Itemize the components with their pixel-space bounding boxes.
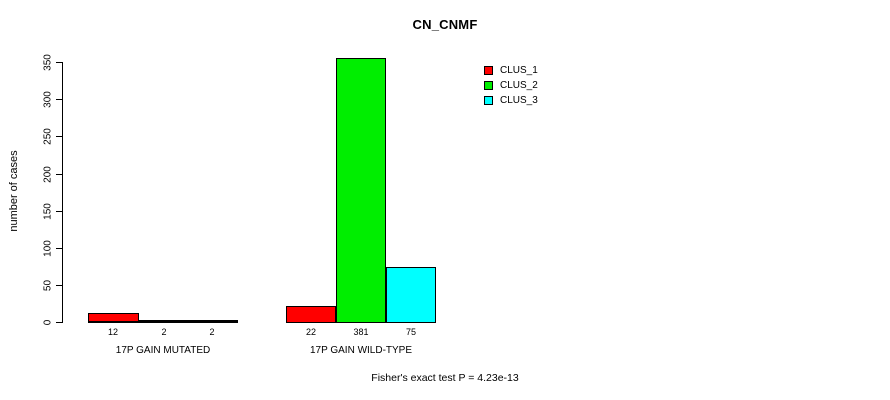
y-tick-label-350: 350 bbox=[42, 54, 54, 71]
y-tick-250 bbox=[56, 136, 63, 137]
bar-mutated-clus2 bbox=[139, 320, 190, 322]
legend-swatch-clus2 bbox=[484, 81, 493, 90]
y-tick-label-300: 300 bbox=[42, 91, 54, 108]
legend-item-clus3: CLUS_3 bbox=[484, 93, 538, 108]
bar-wildtype-clus3 bbox=[386, 267, 436, 323]
y-tick-300 bbox=[56, 99, 63, 100]
chart-title: CN_CNMF bbox=[412, 17, 478, 32]
bar-value-wildtype-clus2: 381 bbox=[353, 327, 369, 337]
y-tick-200 bbox=[56, 174, 63, 175]
bar-mutated-clus1 bbox=[88, 313, 139, 322]
y-tick-100 bbox=[56, 248, 63, 249]
legend-label-clus3: CLUS_3 bbox=[500, 95, 538, 106]
y-tick-label-0: 0 bbox=[42, 319, 54, 326]
y-tick-350 bbox=[56, 62, 63, 63]
legend-label-clus1: CLUS_1 bbox=[500, 65, 538, 76]
y-tick-label-50: 50 bbox=[42, 279, 54, 292]
y-tick-label-200: 200 bbox=[42, 166, 54, 183]
legend: CLUS_1 CLUS_2 CLUS_3 bbox=[484, 63, 538, 108]
y-tick-0 bbox=[56, 322, 63, 323]
bar-value-wildtype-clus1: 22 bbox=[305, 327, 316, 337]
y-axis-label: number of cases bbox=[8, 150, 20, 232]
y-tick-150 bbox=[56, 211, 63, 212]
legend-item-clus1: CLUS_1 bbox=[484, 63, 538, 78]
y-tick-50 bbox=[56, 285, 63, 286]
bar-value-mutated-clus1: 12 bbox=[107, 327, 118, 337]
statistical-test-annotation: Fisher's exact test P = 4.23e-13 bbox=[371, 372, 519, 384]
bar-wildtype-clus2 bbox=[336, 58, 386, 323]
bar-mutated-clus3 bbox=[190, 320, 238, 322]
y-tick-label-150: 150 bbox=[42, 203, 54, 220]
group-baseline-mutated bbox=[88, 322, 238, 323]
group-label-mutated: 17P GAIN MUTATED bbox=[115, 345, 211, 356]
legend-swatch-clus1 bbox=[484, 66, 493, 75]
bar-wildtype-clus1 bbox=[286, 306, 336, 323]
bar-value-wildtype-clus3: 75 bbox=[405, 327, 416, 337]
legend-swatch-clus3 bbox=[484, 96, 493, 105]
bar-value-mutated-clus2: 2 bbox=[161, 327, 167, 337]
legend-label-clus2: CLUS_2 bbox=[500, 80, 538, 91]
y-tick-label-250: 250 bbox=[42, 128, 54, 145]
bar-value-mutated-clus3: 2 bbox=[209, 327, 215, 337]
group-label-wildtype: 17P GAIN WILD-TYPE bbox=[309, 345, 413, 356]
legend-item-clus2: CLUS_2 bbox=[484, 78, 538, 93]
y-tick-label-100: 100 bbox=[42, 240, 54, 257]
y-axis-line bbox=[62, 62, 63, 323]
